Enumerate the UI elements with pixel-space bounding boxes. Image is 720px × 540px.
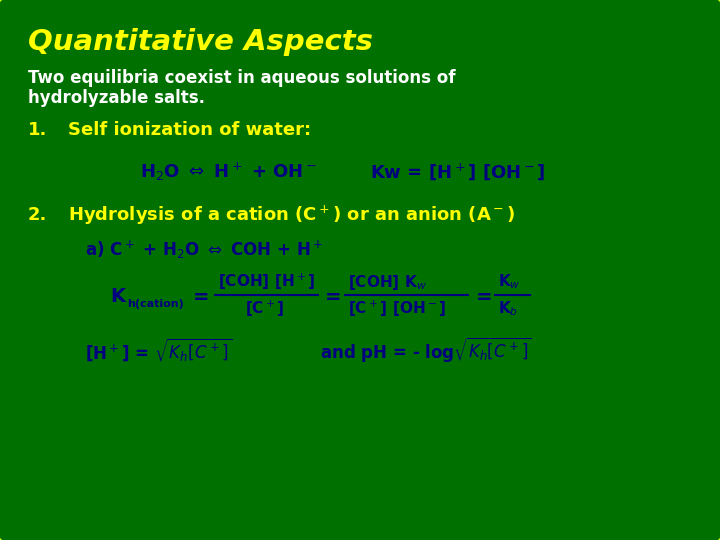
Text: =: = [193,287,210,307]
Text: 2.: 2. [28,206,48,224]
Text: =: = [476,287,492,307]
Text: a) C$^+$ + H$_2$O $\Leftrightarrow$ COH + H$^+$: a) C$^+$ + H$_2$O $\Leftrightarrow$ COH … [85,239,323,261]
Text: and pH = - log$\sqrt{K_h[C^+]}$: and pH = - log$\sqrt{K_h[C^+]}$ [320,335,531,364]
Text: =: = [325,287,341,307]
Text: hydrolyzable salts.: hydrolyzable salts. [28,89,205,107]
Text: [COH] [H$^+$]: [COH] [H$^+$] [218,272,315,292]
Text: K$_b$: K$_b$ [498,300,518,319]
Text: Hydrolysis of a cation (C$^+$) or an anion (A$^-$): Hydrolysis of a cation (C$^+$) or an ani… [68,204,515,227]
Text: Kw = [H$^+$] [OH$^-$]: Kw = [H$^+$] [OH$^-$] [370,161,546,183]
Text: 1.: 1. [28,121,48,139]
Text: [C$^+$] [OH$^-$]: [C$^+$] [OH$^-$] [348,299,446,319]
Text: K: K [110,287,125,307]
Text: H$_2$O $\Leftrightarrow$ H$^+$ + OH$^-$: H$_2$O $\Leftrightarrow$ H$^+$ + OH$^-$ [140,161,317,183]
Text: h(cation): h(cation) [127,299,184,309]
Text: [H$^+$] = $\sqrt{K_h[C^+]}$: [H$^+$] = $\sqrt{K_h[C^+]}$ [85,336,233,364]
Text: Quantitative Aspects: Quantitative Aspects [28,28,373,56]
Text: [COH] K$_w$: [COH] K$_w$ [348,273,427,292]
Text: K$_w$: K$_w$ [498,273,521,292]
Text: [C$^+$]: [C$^+$] [245,299,284,319]
Text: Two equilibria coexist in aqueous solutions of: Two equilibria coexist in aqueous soluti… [28,69,456,87]
Text: Self ionization of water:: Self ionization of water: [68,121,311,139]
